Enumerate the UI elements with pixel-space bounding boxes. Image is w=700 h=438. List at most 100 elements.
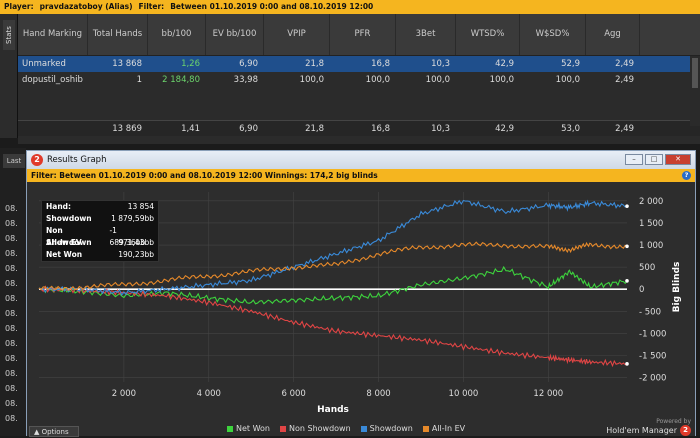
series-line: [38, 199, 628, 296]
y-tick-label: -2 000: [639, 374, 666, 384]
totals-cell: 6,90: [239, 123, 258, 134]
left-panel-row[interactable]: 08.: [5, 264, 18, 273]
stat-value: 190,23bb: [118, 250, 154, 259]
stat-label: Showdown: [46, 214, 92, 223]
table-scrollbar[interactable]: [690, 56, 700, 126]
totals-cell: 16,8: [371, 123, 390, 134]
column-header[interactable]: 3Bet: [396, 14, 456, 55]
y-tick-label: -1 500: [639, 351, 666, 361]
powered-by-text: Powered by: [656, 418, 691, 425]
left-panel-row[interactable]: 08.: [5, 204, 18, 213]
legend-swatch: [360, 425, 367, 432]
column-header[interactable]: Agg: [586, 14, 640, 55]
close-button[interactable]: ✕: [665, 154, 691, 165]
series-line: [38, 285, 628, 368]
left-panel-row[interactable]: 08.: [5, 324, 18, 333]
table-cell: 100,0: [489, 75, 514, 85]
left-panel-row[interactable]: 08.: [5, 219, 18, 228]
stat-row: All-In EV 971,43bb: [42, 237, 158, 249]
column-header[interactable]: EV bb/100: [206, 14, 264, 55]
left-panel-row[interactable]: 08.: [5, 249, 18, 258]
table-cell: 100,0: [425, 75, 450, 85]
totals-cell: 42,9: [495, 123, 514, 134]
y-tick-label: 1 000: [639, 241, 663, 251]
x-tick-label: 6 000: [281, 389, 305, 399]
series-end-point: [625, 362, 629, 366]
filter-text[interactable]: Between 01.10.2019 0:00 and 08.10.2019 1…: [170, 2, 374, 11]
stats-tab[interactable]: Stats: [3, 20, 15, 50]
graph-filter-bar: Filter: Between 01.10.2019 0:00 and 08.1…: [27, 169, 695, 182]
left-panel-row[interactable]: 08.: [5, 309, 18, 318]
table-row[interactable]: dopustil_oshib 1 2 184,80 33,98 100,0 100,0 10…: [18, 72, 700, 88]
totals-cell: 53,0: [561, 123, 580, 134]
stat-label: All-In EV: [46, 238, 82, 247]
left-panel-row[interactable]: 08.: [5, 339, 18, 348]
y-tick-label: 0: [639, 285, 644, 295]
table-header: Hand Marking Total Hands bb/100 EV bb/100 VP…: [18, 14, 700, 56]
legend-item[interactable]: Net Won: [227, 424, 270, 433]
left-panel-row[interactable]: 08.: [5, 294, 18, 303]
left-panel-row[interactable]: 08.: [5, 369, 18, 378]
results-graph-window: 2 Results Graph – □ ✕ Filter: Between 01…: [26, 150, 696, 437]
table-cell: 2,49: [615, 59, 634, 69]
legend-item[interactable]: Non Showdown: [280, 424, 351, 433]
left-panel-row[interactable]: 08.: [5, 234, 18, 243]
left-panel-row[interactable]: 08.: [5, 279, 18, 288]
left-panel-row[interactable]: 08.: [5, 384, 18, 393]
stats-table: Hand Marking Total Hands bb/100 EV bb/100 VP…: [18, 14, 700, 144]
scrollbar-thumb[interactable]: [692, 58, 698, 88]
stat-row: Net Won 190,23bb: [42, 249, 158, 261]
stat-value: 13 854: [127, 202, 154, 211]
column-header[interactable]: bb/100: [148, 14, 206, 55]
table-cell: 1,26: [181, 59, 200, 69]
series-end-point: [625, 279, 629, 283]
legend-label: Net Won: [236, 424, 270, 433]
stat-value: 1 879,59bb: [111, 214, 154, 223]
legend-swatch: [422, 425, 429, 432]
table-cell: 100,0: [299, 75, 324, 85]
graph-filter-text: Filter: Between 01.10.2019 0:00 and 08.1…: [31, 171, 378, 180]
left-panel-row[interactable]: 08.: [5, 414, 18, 423]
legend-item[interactable]: All-In EV: [422, 424, 465, 433]
left-panel-row[interactable]: 08.: [5, 354, 18, 363]
column-header[interactable]: Hand Marking: [18, 14, 88, 55]
totals-cell: 13 869: [112, 123, 142, 134]
window-title: Results Graph: [47, 155, 107, 165]
stats-summary-box: Hand: 13 854 Showdown 1 879,59bb Non Showdow…: [41, 200, 159, 262]
series-line: [38, 265, 628, 305]
stat-row: Non Showdown -1 689,36bb: [42, 225, 158, 247]
y-tick-label: - 500: [639, 307, 661, 317]
table-cell: 2,49: [615, 75, 634, 85]
column-header[interactable]: PFR: [330, 14, 396, 55]
stats-side-strip: Stats: [0, 14, 18, 138]
stat-label: Non Showdown: [46, 226, 92, 247]
hm2-brand-icon: 2: [680, 425, 691, 436]
column-header[interactable]: W$SD%: [520, 14, 586, 55]
player-name[interactable]: pravdazatoboy (Alias): [39, 2, 133, 11]
stat-value: 971,43bb: [118, 238, 154, 247]
options-button[interactable]: ▲ Options: [29, 426, 79, 437]
left-panel-row[interactable]: 08.: [5, 399, 18, 408]
window-titlebar[interactable]: 2 Results Graph – □ ✕: [27, 151, 695, 169]
table-cell: 16,8: [371, 59, 390, 69]
column-header[interactable]: Total Hands: [88, 14, 148, 55]
stat-row: Showdown 1 879,59bb: [42, 213, 158, 225]
chart-legend: Net Won Non Showdown Showdown All-In EV: [227, 424, 465, 433]
table-cell: 2 184,80: [162, 75, 200, 85]
legend-item[interactable]: Showdown: [360, 424, 413, 433]
minimize-button[interactable]: –: [625, 154, 643, 165]
options-label: Options: [41, 428, 69, 436]
player-label: Player:: [4, 2, 34, 11]
y-axis-label: Big Blinds: [672, 262, 682, 313]
maximize-button[interactable]: □: [645, 154, 663, 165]
left-panel: Last 08. 08. 08. 08. 08. 08. 08. 08. 08. 08. 08. 08…: [0, 148, 26, 436]
help-icon[interactable]: ?: [682, 171, 691, 180]
table-row[interactable]: Unmarked 13 868 1,26 6,90 21,8 16,8 10,3 42,9 52…: [18, 56, 700, 72]
series-end-point: [625, 204, 629, 208]
y-tick-label: -1 000: [639, 329, 666, 339]
y-tick-label: 500: [639, 263, 655, 273]
column-header[interactable]: VPIP: [264, 14, 330, 55]
column-header[interactable]: WTSD%: [456, 14, 520, 55]
x-tick-label: 10 000: [449, 389, 479, 399]
last-tab[interactable]: Last: [3, 154, 25, 168]
